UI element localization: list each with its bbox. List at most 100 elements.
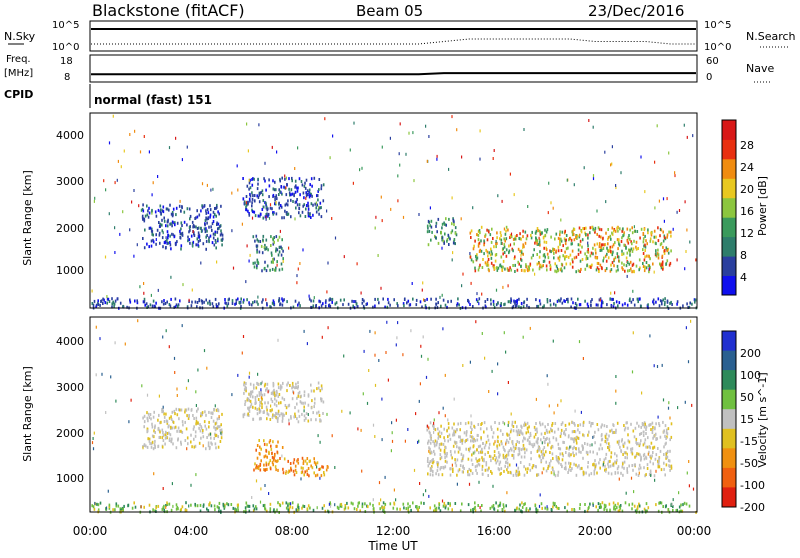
heatmap-cell	[314, 202, 316, 206]
heatmap-cell	[551, 423, 553, 427]
heatmap-cell	[147, 412, 150, 416]
heatmap-cell	[158, 233, 161, 237]
heatmap-cell	[273, 391, 276, 395]
heatmap-cell	[173, 409, 176, 413]
heatmap-cell	[252, 177, 254, 181]
heatmap-cell	[570, 238, 573, 242]
heatmap-cell	[562, 440, 564, 444]
heatmap-cell	[451, 508, 453, 512]
heatmap-cell	[208, 503, 210, 507]
heatmap-cell	[218, 302, 220, 306]
heatmap-cell	[319, 201, 322, 205]
heatmap-cell	[266, 208, 268, 212]
heatmap-cell	[438, 443, 441, 446]
freq-left-tick-top: 18	[60, 56, 73, 67]
heatmap-cell	[209, 302, 211, 306]
power-cbar-tick-12: 12	[740, 227, 754, 240]
heatmap-cell	[431, 459, 433, 463]
heatmap-cell	[475, 298, 478, 302]
heatmap-cell	[547, 464, 550, 468]
heatmap-cell	[649, 237, 652, 241]
heatmap-cell	[225, 301, 227, 305]
heatmap-cell	[432, 470, 434, 473]
heatmap-cell	[575, 255, 578, 259]
heatmap-cell	[178, 408, 180, 412]
heatmap-cell	[91, 504, 93, 508]
heatmap-noise-cell	[669, 416, 671, 420]
heatmap-cell	[300, 466, 303, 470]
heatmap-cell	[256, 260, 259, 264]
heatmap-cell	[269, 409, 272, 413]
heatmap-cell	[180, 440, 182, 444]
heatmap-noise-cell	[495, 239, 497, 243]
heatmap-noise-cell	[185, 386, 188, 390]
heatmap-cell	[518, 305, 520, 309]
heatmap-cell	[407, 299, 410, 303]
heatmap-cell	[263, 455, 266, 459]
heatmap-cell	[393, 298, 395, 302]
heatmap-noise-cell	[632, 331, 634, 335]
heatmap-cell	[148, 211, 151, 215]
heatmap-cell	[626, 446, 629, 450]
power-data-layer	[91, 114, 698, 310]
heatmap-cell	[303, 196, 305, 200]
heatmap-cell	[663, 303, 666, 307]
heatmap-cell	[647, 228, 649, 232]
heatmap-cell	[271, 455, 274, 459]
heatmap-cell	[196, 504, 199, 508]
heatmap-cell	[584, 267, 587, 271]
heatmap-cell	[554, 269, 556, 273]
heatmap-cell	[613, 431, 615, 434]
heatmap-cell	[550, 428, 553, 432]
heatmap-cell	[455, 464, 458, 468]
heatmap-cell	[504, 267, 506, 271]
heatmap-cell	[208, 410, 210, 414]
heatmap-cell	[220, 232, 223, 236]
heatmap-cell	[531, 230, 533, 234]
heatmap-noise-cell	[374, 435, 376, 438]
colorbar-swatch	[722, 350, 736, 371]
heatmap-noise-cell	[117, 159, 119, 163]
heatmap-cell	[162, 431, 164, 434]
velocity-colorbar	[721, 330, 737, 508]
heatmap-noise-cell	[509, 300, 511, 304]
heatmap-cell	[218, 226, 220, 230]
heatmap-cell	[595, 505, 597, 509]
heatmap-cell	[634, 509, 637, 513]
heatmap-cell	[152, 240, 155, 244]
heatmap-cell	[594, 467, 596, 471]
heatmap-cell	[645, 428, 647, 431]
heatmap-cell	[262, 298, 264, 302]
heatmap-cell	[589, 254, 592, 258]
heatmap-cell	[217, 305, 219, 308]
heatmap-cell	[522, 447, 524, 451]
heatmap-cell	[248, 212, 250, 215]
heatmap-cell	[651, 431, 654, 434]
heatmap-cell	[536, 449, 539, 453]
heatmap-cell	[263, 393, 266, 397]
heatmap-cell	[490, 428, 493, 431]
heatmap-noise-cell	[477, 242, 480, 246]
freq-panel: Freq. [MHz] 18 8 60 0 Nave	[4, 54, 774, 83]
heatmap-cell	[154, 431, 156, 434]
heatmap-cell	[633, 239, 635, 243]
heatmap-cell	[312, 508, 315, 512]
heatmap-cell	[603, 503, 606, 507]
heatmap-cell	[133, 501, 135, 505]
heatmap-cell	[264, 247, 266, 251]
heatmap-cell	[567, 297, 569, 301]
heatmap-cell	[481, 458, 484, 462]
heatmap-cell	[575, 270, 577, 274]
heatmap-cell	[608, 434, 610, 438]
heatmap-noise-cell	[206, 366, 208, 370]
heatmap-cell	[645, 445, 647, 449]
heatmap-cell	[170, 222, 172, 226]
heatmap-cell	[546, 430, 549, 434]
heatmap-noise-cell	[592, 504, 594, 507]
heatmap-cell	[544, 234, 546, 238]
heatmap-cell	[545, 460, 547, 464]
heatmap-noise-cell	[541, 471, 543, 475]
heatmap-cell	[561, 269, 563, 273]
heatmap-cell	[440, 304, 442, 308]
heatmap-cell	[268, 184, 271, 188]
